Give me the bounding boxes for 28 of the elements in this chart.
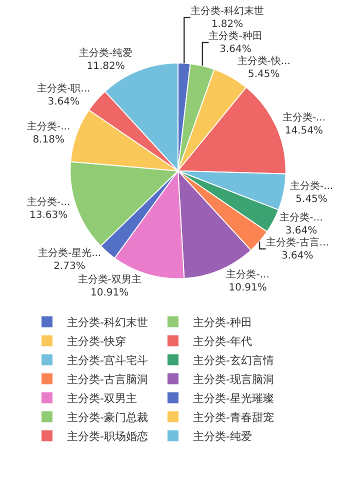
legend-label: 主分类-宫斗宅斗 [67, 354, 148, 367]
legend-label: 主分类-青春甜宠 [192, 410, 274, 424]
data-label: 主分类-科幻末世 1.82% [190, 4, 264, 30]
data-label: 主分类-种田 3.64% [208, 30, 262, 55]
legend-label: 主分类-双男主 [67, 392, 137, 405]
legend-label: 主分类-星光璀璨 [192, 392, 274, 405]
data-label: 主分类-... 8.18% [27, 120, 70, 146]
data-label: 主分类-... 10.91% [226, 268, 270, 294]
data-label: 主分类-星光... 2.73% [38, 247, 102, 272]
data-label: 主分类-... 13.63% [27, 196, 70, 222]
legend-label: 主分类-快穿 [67, 334, 126, 348]
legend-label: 主分类-纯爱 [192, 430, 252, 443]
legend-label: 主分类-职场婚恋 [67, 430, 148, 443]
legend-label: 主分类-现言脑洞 [192, 372, 274, 386]
data-label: 主分类-... 5.45% [290, 180, 334, 206]
legend-label: 主分类-种田 [192, 316, 252, 329]
data-label: 主分类-职... 3.64% [37, 82, 90, 108]
data-label: 主分类-... 3.64% [280, 211, 323, 236]
data-label: 主分类-快... 5.45% [237, 54, 290, 80]
legend-label: 主分类-年代 [192, 334, 252, 348]
legend-label: 主分类-科幻末世 [67, 316, 148, 329]
data-label: 主分类-双男主 10.91% [78, 273, 142, 298]
legend-label: 主分类-玄幻言情 [192, 354, 274, 367]
data-label: 主分类-... 14.54% [282, 111, 326, 136]
data-label: 主分类-古言... 3.64% [266, 236, 329, 262]
legend-label: 主分类-古言脑洞 [67, 372, 148, 386]
legend-label: 主分类-豪门总裁 [67, 410, 148, 424]
data-label: 主分类-纯爱 11.82% [79, 46, 133, 72]
